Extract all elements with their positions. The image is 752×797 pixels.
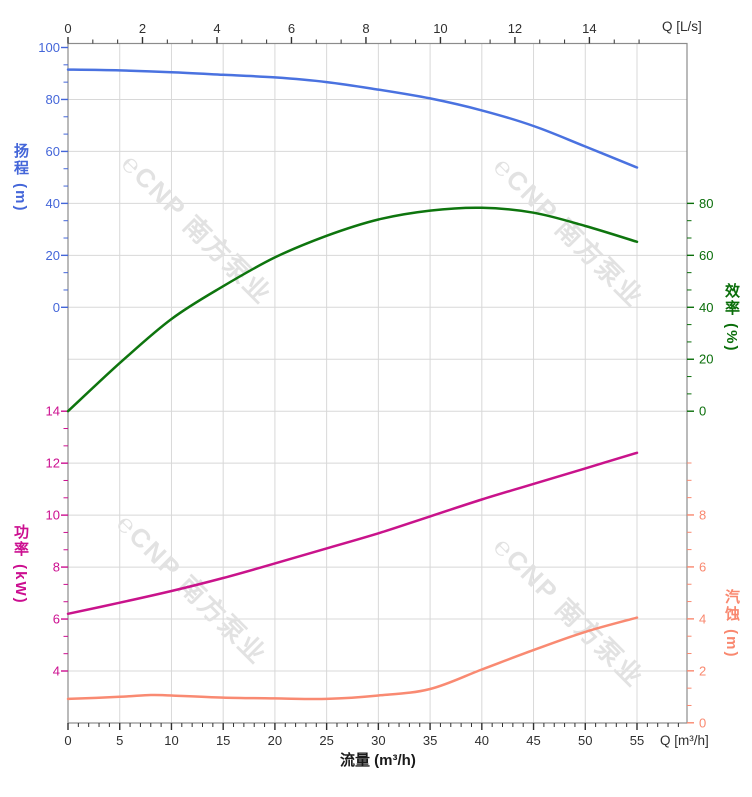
svg-text:2: 2 [699, 663, 706, 678]
svg-text:℮CNP 南方泵业: ℮CNP 南方泵业 [488, 151, 650, 313]
svg-text:80: 80 [699, 196, 713, 211]
svg-text:45: 45 [526, 733, 540, 748]
svg-text:25: 25 [319, 733, 333, 748]
svg-text:40: 40 [699, 300, 713, 315]
svg-text:10: 10 [433, 21, 447, 36]
svg-text:0: 0 [64, 21, 71, 36]
svg-text:0: 0 [699, 715, 706, 730]
efficiency-axis-title: 效率 (%) [723, 283, 740, 353]
svg-text:6: 6 [288, 21, 295, 36]
svg-text:55: 55 [630, 733, 644, 748]
svg-text:12: 12 [508, 21, 522, 36]
svg-text:20: 20 [699, 352, 713, 367]
svg-text:2: 2 [139, 21, 146, 36]
svg-text:8: 8 [362, 21, 369, 36]
svg-text:6: 6 [53, 612, 60, 627]
svg-text:60: 60 [46, 144, 60, 159]
svg-text:6: 6 [699, 559, 706, 574]
svg-text:5: 5 [116, 733, 123, 748]
svg-text:0: 0 [53, 300, 60, 315]
svg-text:8: 8 [699, 507, 706, 522]
svg-text:30: 30 [371, 733, 385, 748]
efficiency-curve [66, 206, 639, 413]
svg-text:4: 4 [53, 664, 60, 679]
watermarks: ℮CNP 南方泵业 ℮CNP 南方泵业 ℮CNP 南方泵业 ℮CNP 南方泵业 [111, 148, 650, 693]
head-axis-title: 扬程 (m) [12, 143, 29, 213]
svg-text:60: 60 [699, 248, 713, 263]
svg-text:40: 40 [46, 196, 60, 211]
flow-axis-title: 流量 (m³/h) [340, 752, 416, 769]
svg-text:10: 10 [164, 733, 178, 748]
plot-border [67, 42, 688, 724]
svg-text:20: 20 [268, 733, 282, 748]
svg-text:℮CNP 南方泵业: ℮CNP 南方泵业 [116, 148, 278, 310]
bottom-flow-unit-label: Q [m³/h] [660, 733, 709, 748]
svg-text:4: 4 [699, 611, 706, 626]
svg-text:80: 80 [46, 92, 60, 107]
svg-text:12: 12 [46, 456, 60, 471]
npsh-curve [66, 616, 639, 701]
svg-text:14: 14 [582, 21, 596, 36]
power-axis-title: 功率 (kW) [12, 524, 29, 605]
svg-text:10: 10 [46, 508, 60, 523]
svg-text:40: 40 [475, 733, 489, 748]
svg-text:20: 20 [46, 248, 60, 263]
svg-text:4: 4 [213, 21, 220, 36]
svg-text:0: 0 [699, 404, 706, 419]
npsh-axis-title: 汽蚀 (m) [723, 589, 740, 659]
axis-ticks: 0 2 4 6 8 10 12 140 5 10 15 20 25 30 35 40 45 50 551008060… [38, 21, 713, 748]
svg-text:15: 15 [216, 733, 230, 748]
svg-text:8: 8 [53, 560, 60, 575]
svg-text:35: 35 [423, 733, 437, 748]
svg-text:0: 0 [64, 733, 71, 748]
svg-text:℮CNP 南方泵业: ℮CNP 南方泵业 [488, 531, 650, 693]
power-curve [66, 451, 639, 616]
curves [66, 68, 639, 701]
gridlines [68, 43, 687, 723]
svg-text:100: 100 [38, 40, 60, 55]
head-curve [66, 68, 639, 169]
svg-text:14: 14 [46, 404, 60, 419]
top-flow-unit-label: Q [L/s] [662, 19, 702, 34]
svg-text:℮CNP 南方泵业: ℮CNP 南方泵业 [111, 508, 273, 670]
svg-text:50: 50 [578, 733, 592, 748]
